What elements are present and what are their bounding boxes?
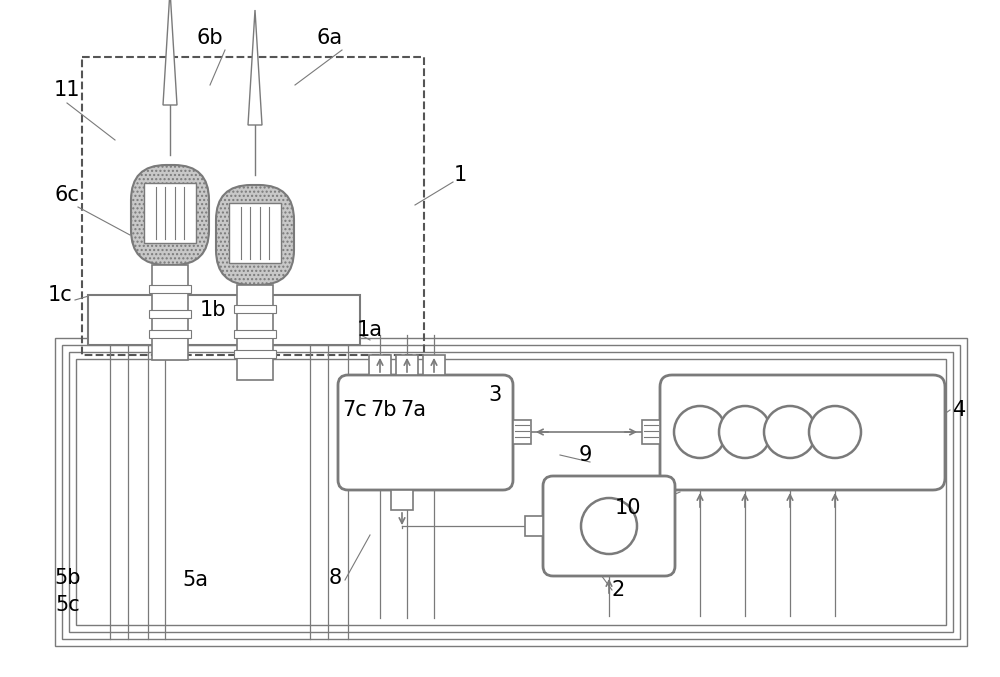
Bar xyxy=(149,310,191,318)
Text: 7b: 7b xyxy=(370,400,396,420)
Text: 2: 2 xyxy=(611,580,625,600)
FancyBboxPatch shape xyxy=(131,165,209,265)
Bar xyxy=(237,285,273,380)
Bar xyxy=(149,330,191,338)
FancyBboxPatch shape xyxy=(338,375,513,490)
Text: 1b: 1b xyxy=(200,300,226,320)
Text: 5c: 5c xyxy=(56,595,80,615)
Bar xyxy=(82,57,424,355)
Text: 5b: 5b xyxy=(55,568,81,588)
Text: 6a: 6a xyxy=(317,28,343,48)
Text: 3: 3 xyxy=(488,385,502,405)
Text: 11: 11 xyxy=(54,80,80,100)
Bar xyxy=(144,183,196,243)
Text: 6c: 6c xyxy=(55,185,79,205)
Text: 10: 10 xyxy=(615,498,641,518)
Bar xyxy=(229,203,281,263)
Text: 1c: 1c xyxy=(48,285,72,305)
Bar xyxy=(55,338,967,646)
Text: 9: 9 xyxy=(578,445,592,465)
Bar xyxy=(149,285,191,293)
Circle shape xyxy=(809,406,861,458)
FancyBboxPatch shape xyxy=(660,375,945,490)
Bar xyxy=(152,265,188,360)
Text: 5a: 5a xyxy=(182,570,208,590)
Circle shape xyxy=(674,406,726,458)
Bar xyxy=(62,345,960,639)
Bar xyxy=(234,350,276,358)
Polygon shape xyxy=(248,10,262,125)
Bar xyxy=(234,330,276,338)
Text: 4: 4 xyxy=(953,400,967,420)
Text: 8: 8 xyxy=(328,568,342,588)
Bar xyxy=(88,295,360,345)
Bar xyxy=(525,516,543,536)
Circle shape xyxy=(719,406,771,458)
Bar xyxy=(76,359,946,625)
Bar xyxy=(69,352,953,632)
FancyBboxPatch shape xyxy=(216,185,294,285)
Bar xyxy=(423,355,445,375)
Text: 7c: 7c xyxy=(343,400,367,420)
Bar xyxy=(234,305,276,313)
Bar xyxy=(391,490,413,510)
FancyBboxPatch shape xyxy=(543,476,675,576)
Polygon shape xyxy=(163,0,177,105)
Text: 1: 1 xyxy=(453,165,467,185)
Bar xyxy=(369,355,391,375)
Text: 6b: 6b xyxy=(197,28,223,48)
Circle shape xyxy=(581,498,637,554)
Text: 7a: 7a xyxy=(400,400,426,420)
Text: 1a: 1a xyxy=(357,320,383,340)
Bar xyxy=(513,420,531,444)
Bar xyxy=(396,355,418,375)
Bar xyxy=(642,420,660,444)
Circle shape xyxy=(764,406,816,458)
